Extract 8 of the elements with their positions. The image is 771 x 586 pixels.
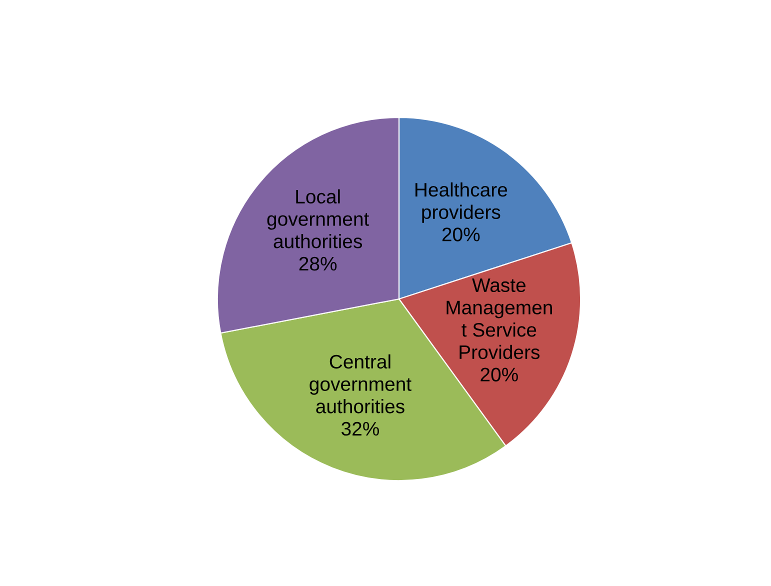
slice-label: Local government authorities (267, 189, 370, 248)
slice-label: Waste Managemen t Service Providers (446, 278, 552, 360)
slice-label: Healthcare providers (415, 182, 508, 223)
data-label: 20% (442, 228, 480, 242)
slice-label: Central government authorities (310, 354, 412, 414)
data-label: 32% (342, 422, 379, 436)
data-label: 20% (480, 368, 518, 382)
data-label: 28% (299, 256, 337, 271)
